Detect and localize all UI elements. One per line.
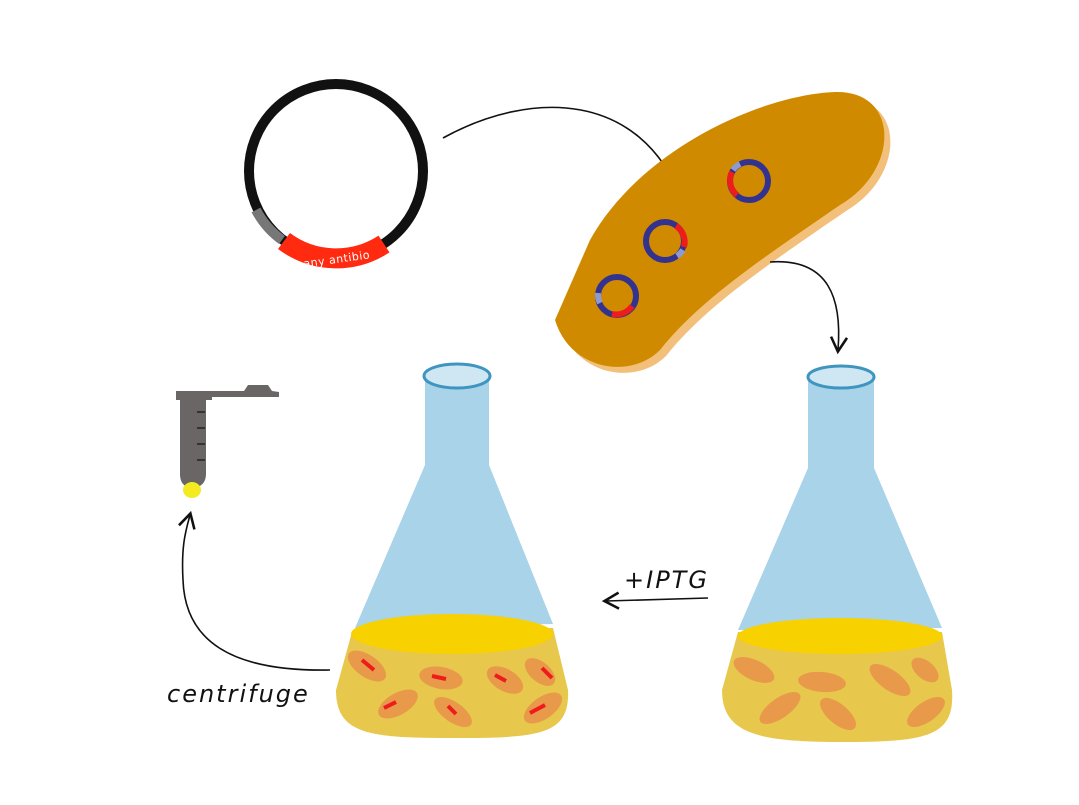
culture-surface: [738, 618, 942, 654]
flask-induced: [336, 362, 569, 738]
flask-rim: [806, 364, 876, 390]
small-plasmid: [594, 274, 639, 318]
plasmid: any antibio: [244, 79, 428, 271]
cells: [733, 657, 945, 731]
small-plasmid: [643, 219, 688, 263]
centrifuge-tube: [176, 385, 279, 498]
tube-cap: [176, 385, 279, 400]
arrow-iptg: [601, 591, 709, 610]
flask-uninduced: [722, 364, 953, 742]
protein-pellet: [183, 482, 201, 498]
plasmid-resistance-segment: [278, 232, 390, 269]
cells: [347, 650, 563, 728]
iptg-label: +IPTG: [624, 566, 709, 594]
bacterium: [555, 91, 891, 373]
small-plasmid: [727, 159, 771, 203]
flask-rim: [422, 362, 492, 390]
plasmid-promoter-segment: [251, 207, 286, 245]
arrow-bacterium-to-flask: [769, 261, 849, 355]
flask-glass: [738, 378, 942, 630]
flask-glass: [355, 378, 553, 628]
centrifuge-label: centrifuge: [167, 680, 310, 708]
tube-body: [180, 399, 206, 488]
bacterium-body: [555, 91, 885, 367]
tube-graduations: [197, 411, 205, 461]
culture-surface: [351, 614, 553, 654]
arrow-centrifuge: [178, 510, 331, 671]
